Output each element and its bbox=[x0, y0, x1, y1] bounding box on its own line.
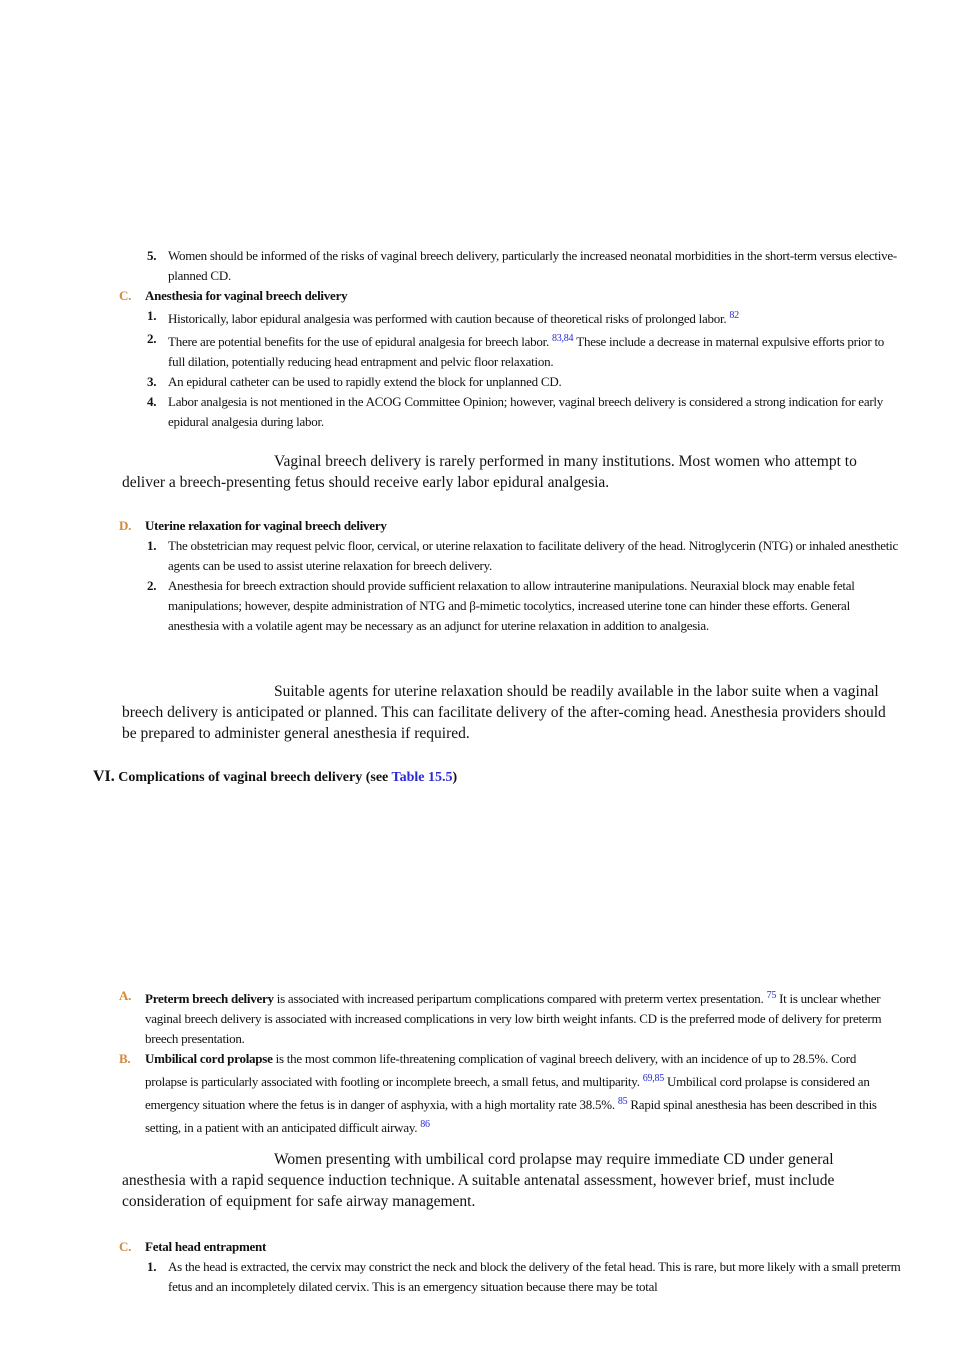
text: These include a decrease in maternal exp… bbox=[168, 334, 885, 369]
section: D. Uterine relaxation for vaginal breech … bbox=[119, 516, 901, 636]
lead: Umbilical cord prolapse bbox=[145, 1051, 273, 1066]
callout: Vaginal breech delivery is rarely perfor… bbox=[122, 453, 857, 491]
callout: Suitable agents for uterine relaxation s… bbox=[122, 683, 886, 742]
heading: Uterine relaxation for vaginal breech de… bbox=[145, 518, 387, 533]
subsection: B. Umbilical cord prolapse is the most co… bbox=[119, 1049, 901, 1138]
lead: Preterm breech delivery bbox=[145, 991, 274, 1006]
item-number: 1. bbox=[147, 538, 157, 553]
text: Umbilical cord prolapse is considered an… bbox=[145, 1074, 870, 1112]
subsection-heading: D. Uterine relaxation for vaginal breech … bbox=[119, 516, 901, 536]
reference[interactable]: 83,84 bbox=[552, 333, 574, 344]
section: C. Fetal head entrapment 1. As the head is … bbox=[119, 1237, 901, 1297]
heading: Fetal head entrapment bbox=[145, 1239, 267, 1254]
item-number: 1. bbox=[147, 308, 157, 323]
item-number: 1. bbox=[147, 1259, 157, 1274]
text: Historically, labor epidural analgesia w… bbox=[168, 311, 727, 326]
table-link[interactable]: Table 15.5 bbox=[391, 770, 453, 785]
list-item: 5. Women should be informed of the risks … bbox=[119, 246, 901, 286]
section: 5. Women should be informed of the risks … bbox=[119, 246, 901, 432]
section: A. Preterm breech delivery is associated … bbox=[119, 986, 901, 1138]
text: Women should be informed of the risks of… bbox=[168, 248, 897, 283]
letter: D. bbox=[119, 518, 132, 533]
item-number: 2. bbox=[147, 578, 157, 593]
text: is the most common life-threatening comp… bbox=[145, 1051, 857, 1089]
reference[interactable]: 82 bbox=[729, 310, 739, 321]
heading: Anesthesia for vaginal breech delivery bbox=[145, 288, 348, 303]
heading: Complications of vaginal breech delivery… bbox=[118, 770, 389, 785]
list-item: 2. Anesthesia for breech extraction shoul… bbox=[119, 576, 901, 636]
letter: B. bbox=[119, 1051, 131, 1066]
text: As the head is extracted, the cervix may… bbox=[168, 1259, 901, 1294]
section-number: VI. bbox=[93, 768, 115, 785]
subsection-heading: C. Fetal head entrapment bbox=[119, 1237, 901, 1257]
subsection-heading: C. Anesthesia for vaginal breech delivery bbox=[119, 286, 901, 306]
text: is associated with increased peripartum … bbox=[276, 991, 764, 1006]
item-number: 5. bbox=[147, 248, 157, 263]
letter: A. bbox=[119, 988, 132, 1003]
item-number: 4. bbox=[147, 394, 157, 409]
text: An epidural catheter can be used to rapi… bbox=[168, 374, 562, 389]
subsection: A. Preterm breech delivery is associated … bbox=[119, 986, 901, 1049]
callout: Women presenting with umbilical cord pro… bbox=[122, 1151, 835, 1210]
reference[interactable]: 86 bbox=[420, 1119, 430, 1130]
reference[interactable]: 69,85 bbox=[642, 1073, 665, 1084]
list-item: 3. An epidural catheter can be used to ra… bbox=[119, 372, 901, 392]
text: The obstetrician may request pelvic floo… bbox=[168, 538, 898, 573]
text: Labor analgesia is not mentioned in the … bbox=[168, 394, 884, 429]
item-number: 3. bbox=[147, 374, 157, 389]
reference[interactable]: 75 bbox=[766, 990, 777, 1001]
reference[interactable]: 85 bbox=[617, 1096, 628, 1107]
list-item: 2. There are potential benefits for the u… bbox=[119, 329, 901, 372]
section-heading: VI. Complications of vaginal breech deli… bbox=[93, 768, 457, 786]
list-item: 4. Labor analgesia is not mentioned in th… bbox=[119, 392, 901, 432]
list-item: 1. The obstetrician may request pelvic fl… bbox=[119, 536, 901, 576]
text: Anesthesia for breech extraction should … bbox=[168, 578, 855, 633]
heading: ) bbox=[452, 770, 458, 785]
text: There are potential benefits for the use… bbox=[168, 334, 550, 349]
list-item: 1. Historically, labor epidural analgesia… bbox=[119, 306, 901, 329]
text: It is unclear whether vaginal breech del… bbox=[145, 991, 882, 1046]
list-item: 1. As the head is extracted, the cervix m… bbox=[119, 1257, 901, 1297]
letter: C. bbox=[119, 1239, 132, 1254]
text: Rapid spinal anesthesia has been describ… bbox=[145, 1097, 877, 1135]
item-number: 2. bbox=[147, 331, 157, 346]
letter: C. bbox=[119, 288, 132, 303]
